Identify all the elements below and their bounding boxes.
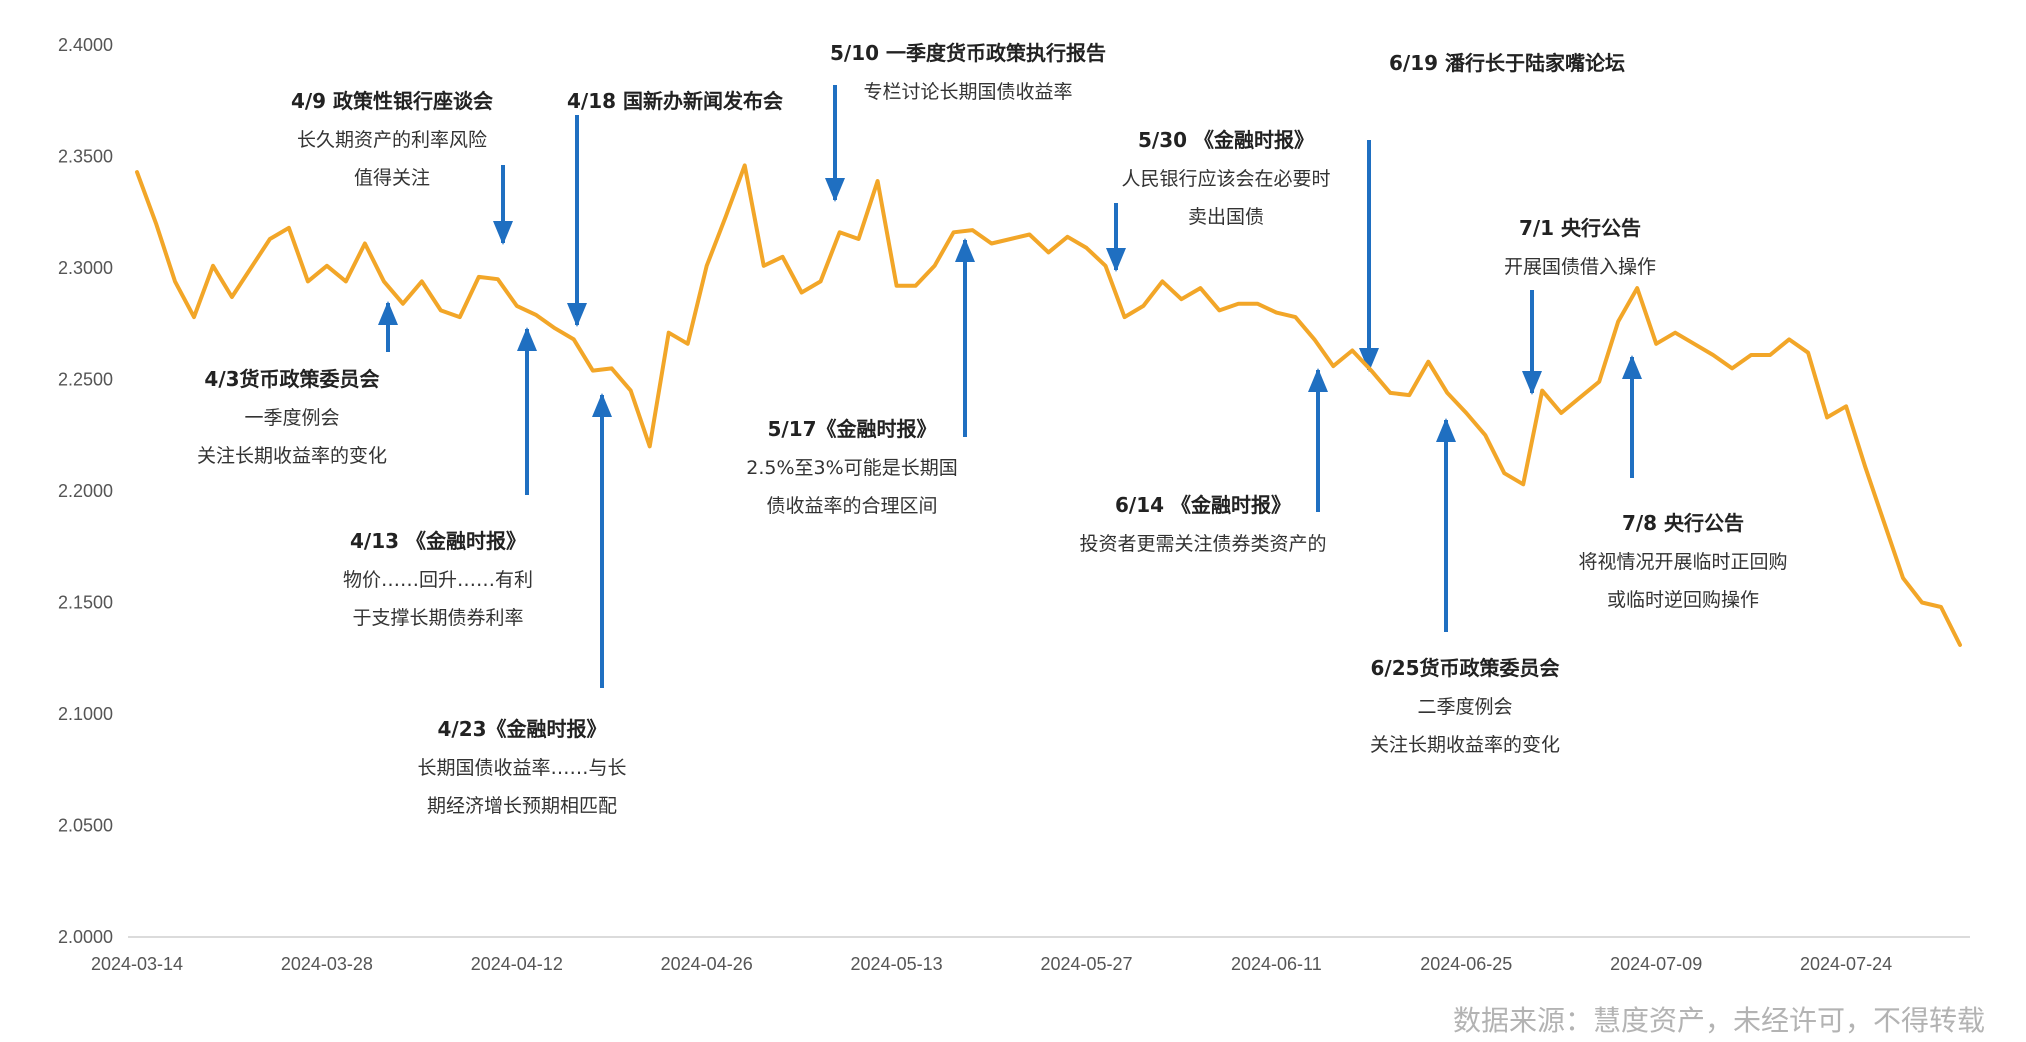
annotation-title: 4/3货币政策委员会 (204, 367, 379, 391)
x-tick-label: 2024-06-25 (1420, 954, 1512, 974)
annotation-title: 6/25货币政策委员会 (1370, 656, 1559, 680)
annotation-line: 一季度例会 (244, 407, 339, 429)
annotation-line: 关注长期收益率的变化 (197, 445, 387, 467)
y-tick-label: 2.4000 (58, 35, 113, 55)
annotation-line: 专栏讨论长期国债收益率 (863, 81, 1072, 103)
annotation-line: 债收益率的合理区间 (766, 495, 937, 517)
y-tick-label: 2.2000 (58, 481, 113, 501)
annotation-line: 长久期资产的利率风险 (297, 129, 487, 151)
annotation-title: 6/14 《金融时报》 (1115, 493, 1291, 517)
annotation: 6/14 《金融时报》投资者更需关注债券类资产的 (1079, 493, 1326, 555)
annotation-line: 关注长期收益率的变化 (1370, 734, 1560, 756)
x-tick-label: 2024-06-11 (1231, 954, 1322, 974)
annotation-title: 5/10 一季度货币政策执行报告 (830, 41, 1106, 65)
annotation-title: 5/17《金融时报》 (767, 417, 936, 441)
y-tick-label: 2.1500 (58, 593, 113, 613)
annotation-title: 5/30 《金融时报》 (1138, 128, 1314, 152)
x-tick-label: 2024-07-24 (1800, 954, 1892, 974)
annotation-line: 长期国债收益率……与长 (417, 757, 626, 779)
annotation-title: 4/13 《金融时报》 (350, 529, 526, 553)
annotation-title: 4/18 国新办新闻发布会 (567, 89, 783, 113)
y-tick-label: 2.0500 (58, 816, 113, 836)
annotation-line: 物价……回升……有利 (343, 569, 533, 591)
annotation: 6/19 潘行长于陆家嘴论坛 (1389, 51, 1625, 75)
y-tick-label: 2.1000 (58, 704, 113, 724)
annotation-line: 值得关注 (354, 167, 430, 189)
source-note: 数据来源：慧度资产，未经许可，不得转载 (1453, 1004, 1985, 1037)
annotation-title: 7/8 央行公告 (1622, 511, 1744, 535)
x-tick-label: 2024-05-13 (851, 954, 943, 974)
annotation-arrows (378, 85, 1642, 688)
axes: 2.0000 2.0500 2.1000 2.1500 2.2000 2.2500 2.30… (58, 35, 1970, 974)
annotation-line: 将视情况开展临时正回购 (1578, 551, 1787, 573)
x-tick-label: 2024-03-14 (91, 954, 183, 974)
annotation-line: 人民银行应该会在必要时 (1121, 168, 1330, 190)
y-tick-label: 2.3500 (58, 147, 113, 167)
yield-line (135, 163, 1962, 647)
annotation-line: 开展国债借入操作 (1504, 256, 1656, 278)
y-tick-label: 2.2500 (58, 370, 113, 390)
y-tick-label: 2.0000 (58, 927, 113, 947)
annotation-title: 4/23《金融时报》 (437, 717, 606, 741)
annotation-line: 卖出国债 (1188, 206, 1264, 228)
annotation-title: 4/9 政策性银行座谈会 (291, 89, 493, 113)
annotation-line: 投资者更需关注债券类资产的 (1079, 533, 1326, 555)
x-tick-label: 2024-04-26 (661, 954, 753, 974)
x-tick-label: 2024-04-12 (471, 954, 563, 974)
x-tick-label: 2024-03-28 (281, 954, 373, 974)
x-tick-label: 2024-07-09 (1610, 954, 1702, 974)
annotation-title: 6/19 潘行长于陆家嘴论坛 (1389, 51, 1625, 75)
annotation-line: 或临时逆回购操作 (1607, 589, 1759, 611)
annotation-line: 二季度例会 (1417, 696, 1512, 718)
y-tick-label: 2.3000 (58, 258, 113, 278)
annotation-title: 7/1 央行公告 (1519, 216, 1641, 240)
annotation-line: 于支撑长期债券利率 (352, 607, 523, 629)
annotation-line: 期经济增长预期相匹配 (427, 795, 617, 817)
series-line-layer (135, 163, 1962, 647)
x-tick-label: 2024-05-27 (1040, 954, 1132, 974)
annotation: 4/18 国新办新闻发布会 (567, 89, 783, 113)
annotation-line: 2.5%至3%可能是长期国 (746, 457, 957, 479)
